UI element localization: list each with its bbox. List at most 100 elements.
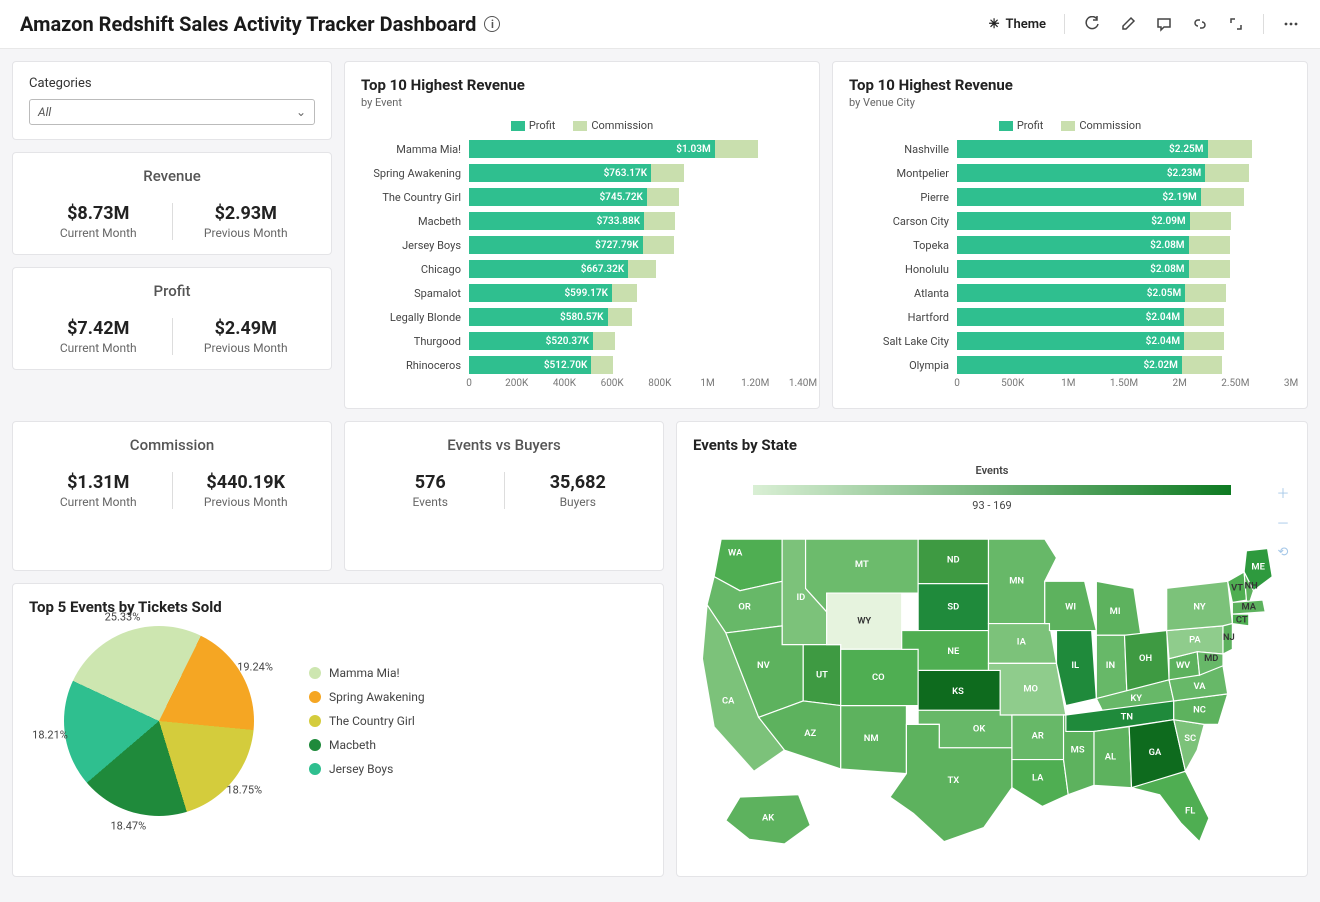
more-icon[interactable] [1282, 15, 1300, 33]
bar-row[interactable]: Montpelier$2.23M [849, 164, 1291, 182]
bar-profit: $745.72K [469, 188, 647, 206]
kpi-value: $8.73M [29, 203, 168, 224]
state-nm[interactable] [841, 706, 907, 774]
bar-row[interactable]: Pierre$2.19M [849, 188, 1291, 206]
bar-commission [1190, 212, 1231, 230]
axis-tick: 0 [466, 378, 472, 389]
bar-row[interactable]: Legally Blonde$580.57K [361, 308, 803, 326]
bar-label: Atlanta [849, 287, 949, 300]
kpi-sublabel: Buyers [509, 495, 648, 509]
state-ak[interactable] [726, 795, 810, 844]
map-reset-icon[interactable]: ⟲ [1273, 542, 1293, 562]
legend-dot [309, 667, 321, 679]
bar-row[interactable]: Carson City$2.09M [849, 212, 1291, 230]
bar-row[interactable]: Nashville$2.25M [849, 140, 1291, 158]
bar-commission [1201, 188, 1244, 206]
state-in[interactable] [1096, 635, 1126, 698]
legend-item[interactable]: Jersey Boys [309, 762, 425, 776]
map-zoom-out-icon[interactable]: － [1273, 512, 1293, 532]
chart-subtitle: by Venue City [849, 96, 1291, 109]
chart-bars: Nashville$2.25M Montpelier$2.23M Pierre$2.… [849, 140, 1291, 374]
info-icon[interactable]: i [484, 16, 500, 32]
legend-item[interactable]: The Country Girl [309, 714, 425, 728]
state-nd[interactable] [918, 539, 988, 584]
kpi-sublabel: Previous Month [177, 341, 316, 355]
link-icon[interactable] [1191, 15, 1209, 33]
chart-revenue-by-city: Top 10 Highest Revenue by Venue City Pro… [832, 61, 1308, 409]
map-zoom-in-icon[interactable]: ＋ [1273, 482, 1293, 502]
kpi-title: Revenue [29, 167, 315, 185]
axis-tick: 0 [954, 378, 960, 389]
bar-commission [1185, 284, 1225, 302]
bar-row[interactable]: Honolulu$2.08M [849, 260, 1291, 278]
bar-row[interactable]: Thurgood$520.37K [361, 332, 803, 350]
bar-track: $2.19M [957, 188, 1291, 206]
state-wy[interactable] [827, 593, 902, 649]
state-ny[interactable] [1167, 581, 1233, 630]
legend-dot [309, 739, 321, 751]
bar-row[interactable]: Jersey Boys$727.79K [361, 236, 803, 254]
state-wi[interactable] [1045, 581, 1097, 630]
map-legend-title: Events [693, 464, 1291, 477]
bar-row[interactable]: Atlanta$2.05M [849, 284, 1291, 302]
us-map[interactable]: WAORCAIDNVUTAZMTWYCONMNDSDNEKSOKTXMNIAMO… [693, 518, 1291, 858]
bar-label: Spring Awakening [361, 167, 461, 180]
state-ct[interactable] [1232, 614, 1248, 626]
state-nj[interactable] [1223, 624, 1232, 654]
state-mo[interactable] [988, 663, 1065, 715]
bar-row[interactable]: The Country Girl $745.72K [361, 188, 803, 206]
bar-row[interactable]: Chicago$667.32K [361, 260, 803, 278]
bar-profit: $2.19M [957, 188, 1201, 206]
expand-icon[interactable] [1227, 15, 1245, 33]
state-ks[interactable] [918, 670, 1000, 710]
bar-label: Montpelier [849, 167, 949, 180]
bar-row[interactable]: Hartford$2.04M [849, 308, 1291, 326]
state-sd[interactable] [918, 584, 988, 631]
bar-track: $520.37K [469, 332, 803, 350]
edit-icon[interactable] [1119, 15, 1137, 33]
state-al[interactable] [1094, 727, 1132, 788]
bar-commission [1208, 140, 1253, 158]
bar-row[interactable]: Mamma Mia!$1.03M [361, 140, 803, 158]
pie-slice-label: 18.21% [32, 729, 68, 742]
refresh-icon[interactable] [1083, 15, 1101, 33]
state-co[interactable] [841, 649, 918, 705]
state-ut[interactable] [803, 645, 841, 706]
comment-icon[interactable] [1155, 15, 1173, 33]
legend-item[interactable]: Mamma Mia! [309, 666, 425, 680]
state-ma[interactable] [1232, 600, 1265, 614]
bar-profit: $2.08M [957, 260, 1189, 278]
bar-row[interactable]: Rhinoceros$512.70K [361, 356, 803, 374]
theme-button[interactable]: ✳ Theme [989, 17, 1046, 32]
categories-select[interactable]: All ⌄ [29, 99, 315, 125]
kpi-sublabel: Current Month [29, 341, 168, 355]
bar-label: The Country Girl [361, 191, 461, 204]
state-la[interactable] [1012, 760, 1068, 807]
state-ar[interactable] [1012, 715, 1066, 760]
bar-row[interactable]: Spamalot$599.17K [361, 284, 803, 302]
bar-row[interactable]: Spring Awakening$763.17K [361, 164, 803, 182]
kpi-value: $7.42M [29, 318, 168, 339]
chart-axis: 0200K400K600K800K1M1.20M1.40M [469, 378, 803, 394]
legend-swatch-profit [511, 121, 525, 131]
state-vt[interactable] [1228, 572, 1247, 602]
bar-row[interactable]: Topeka$2.08M [849, 236, 1291, 254]
kpi-value: $1.31M [29, 472, 168, 493]
axis-tick: 1M [1061, 378, 1075, 389]
legend-swatch-profit [999, 121, 1013, 131]
legend-item[interactable]: Spring Awakening [309, 690, 425, 704]
legend-text: Mamma Mia! [329, 666, 400, 680]
legend-item[interactable]: Macbeth [309, 738, 425, 752]
chart-title: Top 10 Highest Revenue [849, 76, 1291, 94]
state-mi[interactable] [1096, 581, 1141, 635]
toolbar: ✳ Theme [989, 14, 1300, 34]
bar-row[interactable]: Olympia$2.02M [849, 356, 1291, 374]
kpi-value: $440.19K [177, 472, 316, 493]
bar-commission [643, 236, 674, 254]
axis-tick: 800K [648, 378, 671, 389]
kpi-commission: Commission $1.31M Current Month $440.19K… [12, 421, 332, 571]
bar-row[interactable]: Macbeth$733.88K [361, 212, 803, 230]
bar-row[interactable]: Salt Lake City$2.04M [849, 332, 1291, 350]
bar-profit: $2.08M [957, 236, 1189, 254]
state-ia[interactable] [988, 624, 1056, 664]
